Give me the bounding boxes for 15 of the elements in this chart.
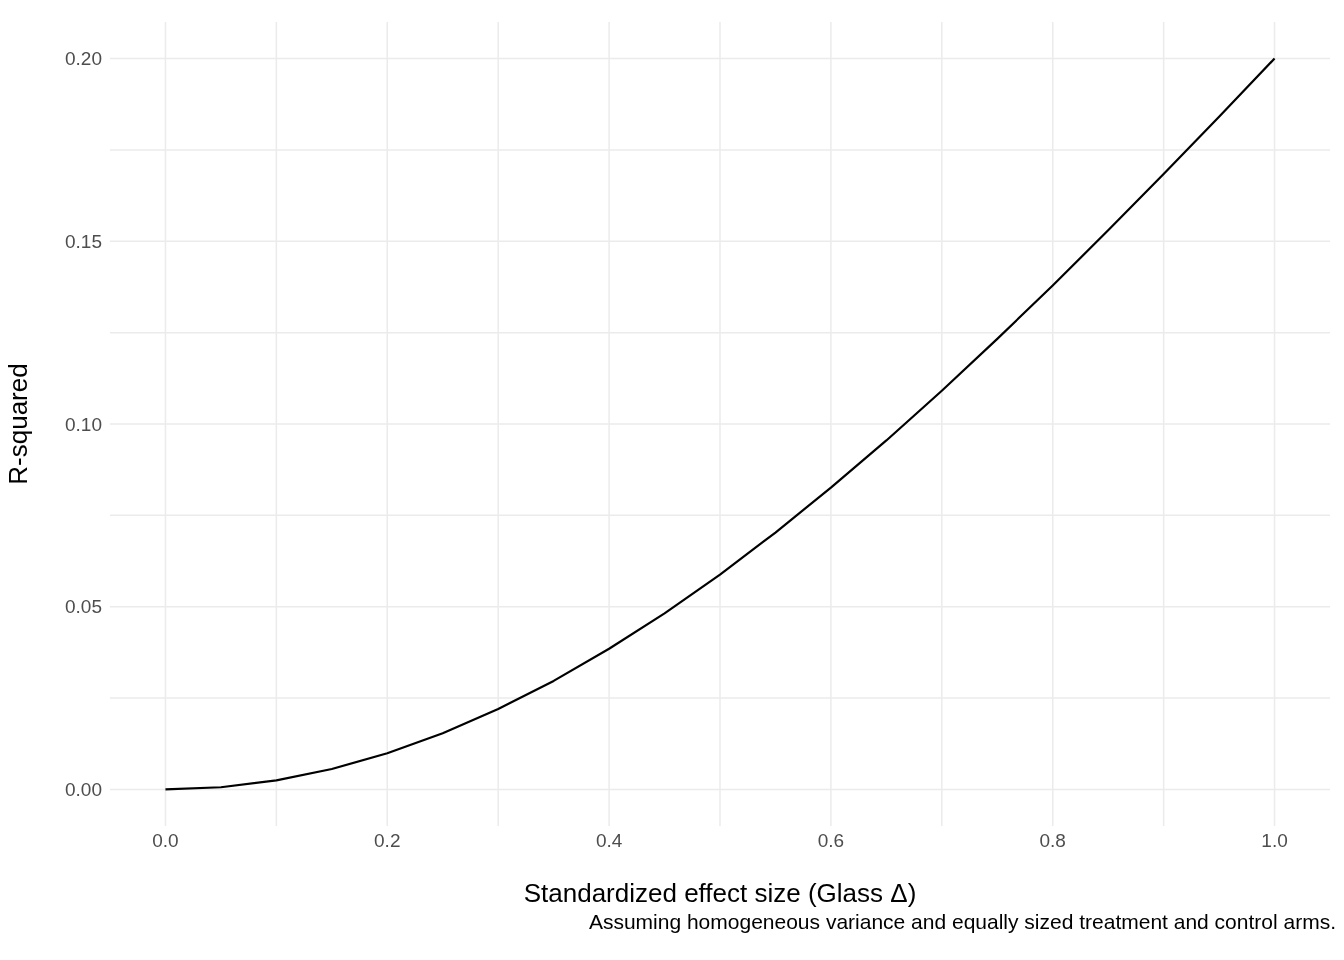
x-tick-label: 0.6 [817,830,845,852]
y-tick-label: 0.00 [65,779,102,801]
y-tick-label: 0.15 [65,231,102,253]
x-tick-label: 1.0 [1261,830,1288,852]
line-series [164,57,1276,791]
x-axis-title: Standardized effect size (Glass Δ) [523,878,917,908]
y-tick-label: 0.05 [65,596,102,618]
y-axis-title: R-squared [3,363,34,485]
x-tick-label: 0.4 [595,830,623,852]
y-tick-label: 0.20 [65,48,102,70]
x-tick-label: 0.0 [152,830,179,852]
x-tick-label: 0.8 [1039,830,1066,852]
x-tick-label: 0.2 [374,830,401,852]
text: Assuming homogeneous variance and equally sized treatment and control arms. [587,910,1336,934]
y-tick-label: 0.10 [65,413,102,435]
